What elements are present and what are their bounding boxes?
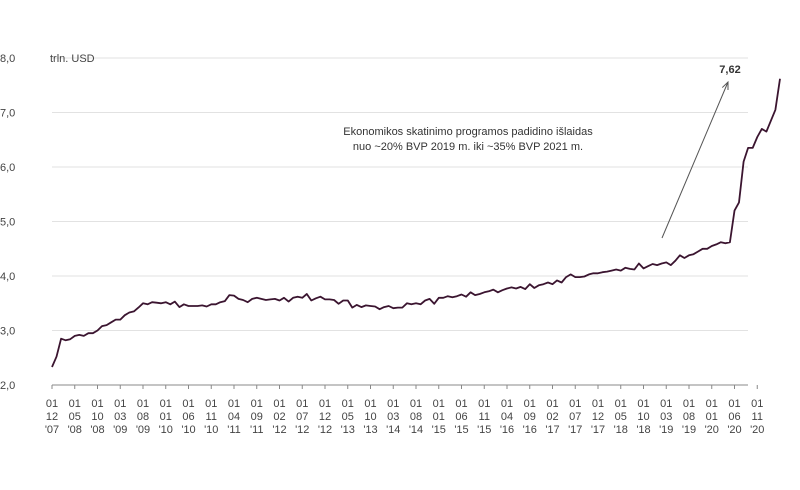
y-tick-label: 2,0	[0, 380, 15, 392]
x-tick-label: 01 01'20	[705, 398, 719, 436]
x-tick-label: 01 12'17	[591, 398, 605, 436]
x-tick-label: 01 04'16	[500, 398, 514, 436]
x-tick-label: 01 09'11	[250, 398, 264, 436]
x-axis-ticks: 01 12'07 01 05'08 01 10'08 01 03'09 01 08'09 01 01 '…	[45, 385, 764, 436]
x-tick-label: 01 05'13	[341, 398, 355, 436]
x-tick-label: 01 10'18	[636, 398, 650, 436]
x-tick-label: 01 05'18	[614, 398, 628, 436]
y-tick-label: 7,0	[0, 108, 15, 120]
x-tick-label: 01 09'16	[523, 398, 537, 436]
x-tick-label: 01 08'19	[682, 398, 696, 436]
x-tick-label: 01 06'20	[727, 398, 741, 436]
x-tick-label: 01 06'15	[454, 398, 468, 436]
annotation: Ekonomikos skatinimo programos padidino …	[343, 126, 593, 153]
x-tick-label: 01 07'17	[568, 398, 582, 436]
annotation-arrow	[661, 80, 729, 239]
x-tick-label: 01 05'08	[68, 398, 82, 436]
x-tick-label: 01 07'12	[295, 398, 309, 436]
y-axis-unit-label: trln. USD	[50, 53, 95, 65]
x-tick-label: 01 12'07	[45, 398, 59, 436]
x-tick-label: 01 11'20	[750, 398, 764, 436]
x-tick-label: 01 03'14	[386, 398, 400, 436]
y-tick-label: 3,0	[0, 326, 15, 338]
x-tick-label: 01 06'10	[181, 398, 195, 436]
x-tick-label: 01 11'10	[204, 398, 218, 436]
x-tick-label: 01 10'08	[90, 398, 104, 436]
annotation-line-1: Ekonomikos skatinimo programos padidino …	[343, 126, 593, 138]
x-tick-label: 01 08'14	[409, 398, 423, 436]
x-tick-label: 01 01'15	[432, 398, 446, 436]
x-tick-label: 01 11'15	[477, 398, 491, 436]
y-tick-label: 4,0	[0, 271, 15, 283]
x-tick-label: 01 08'09	[136, 398, 150, 436]
x-tick-label: 01 12'12	[318, 398, 332, 436]
arrow-shaft	[661, 81, 729, 239]
x-tick-label: 01 02'12	[272, 398, 286, 436]
x-tick-label: 01 02'17	[545, 398, 559, 436]
gridlines	[52, 57, 748, 331]
y-tick-label: 6,0	[0, 162, 15, 174]
series-line	[51, 78, 781, 368]
y-tick-label: 8,0	[0, 53, 15, 65]
y-axis-ticks: 2,0 3,0 4,0 5,0 6,0 7,0 8,0	[0, 53, 15, 392]
x-tick-label: 01 01'10	[159, 398, 173, 436]
y-tick-label: 5,0	[0, 217, 15, 229]
x-tick-label: 01 10'13	[363, 398, 377, 436]
annotation-line-2: nuo ~20% BVP 2019 m. iki ~35% BVP 2021 m…	[353, 141, 583, 153]
last-value-label: 7,62	[719, 64, 740, 76]
x-tick-label: 01 03'19	[659, 398, 673, 436]
x-tick-label: 01 04'11	[227, 398, 241, 436]
x-tick-label: 01 03'09	[113, 398, 127, 436]
arrow-head	[721, 80, 729, 91]
